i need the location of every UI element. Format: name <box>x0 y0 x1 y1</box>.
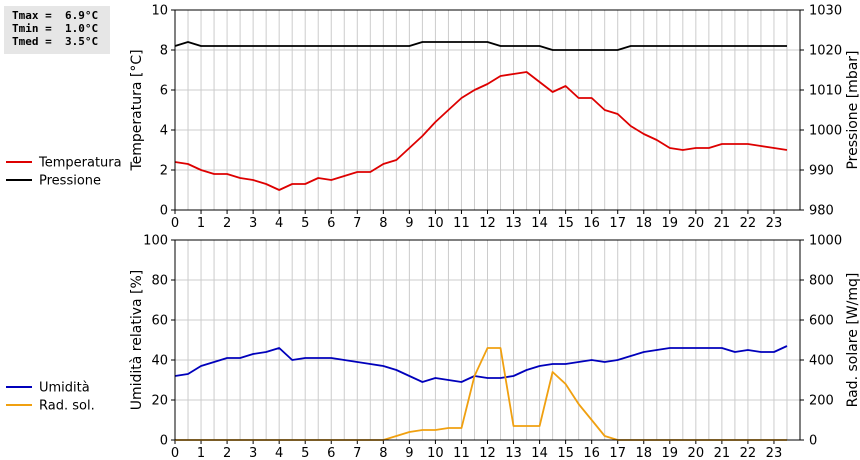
y-tick-label: 0 <box>160 434 168 449</box>
y-tick-label: 10 <box>151 4 168 19</box>
y2-axis-title: Rad. solare [W/mq] <box>845 273 860 408</box>
x-tick-label: 8 <box>379 446 387 460</box>
x-tick-label: 19 <box>662 216 679 231</box>
x-tick-label: 12 <box>479 446 496 460</box>
x-tick-label: 16 <box>583 216 600 231</box>
x-tick-label: 3 <box>249 446 257 460</box>
x-tick-label: 17 <box>609 216 626 231</box>
series-line-temperatura <box>174 71 788 191</box>
tmin-label: Tmin = 1.0°C <box>12 22 99 35</box>
legend-label: Umidità <box>39 381 90 396</box>
y2-tick-label: 800 <box>809 274 834 289</box>
x-tick-label: 15 <box>557 446 574 460</box>
x-tick-label: 14 <box>531 446 548 460</box>
plot-frame <box>174 9 801 211</box>
x-tick-label: 6 <box>327 446 335 460</box>
y-tick-label: 20 <box>151 394 168 409</box>
y2-tick-label: 980 <box>809 204 834 219</box>
x-tick-label: 18 <box>635 216 652 231</box>
y2-tick-label: 1000 <box>809 124 842 139</box>
y-tick-label: 2 <box>160 164 168 179</box>
y-tick-label: 6 <box>160 84 168 99</box>
y-tick-label: 40 <box>151 354 168 369</box>
x-tick-label: 0 <box>171 446 179 460</box>
x-tick-label: 2 <box>223 216 231 231</box>
y-axis-title: Umidità relativa [%] <box>129 270 145 411</box>
x-tick-label: 7 <box>353 446 361 460</box>
x-tick-label: 14 <box>531 216 548 231</box>
x-tick-label: 4 <box>275 446 283 460</box>
x-tick-label: 4 <box>275 216 283 231</box>
y-tick-label: 4 <box>160 124 168 139</box>
legend-label: Pressione <box>39 174 101 189</box>
y2-tick-label: 1010 <box>809 84 842 99</box>
plot-frame <box>174 239 801 441</box>
y2-tick-label: 0 <box>809 434 817 449</box>
x-tick-label: 5 <box>301 446 309 460</box>
y-tick-label: 60 <box>151 314 168 329</box>
y-tick-label: 80 <box>151 274 168 289</box>
x-tick-label: 17 <box>609 446 626 460</box>
tmed-label: Tmed = 3.5°C <box>12 35 99 48</box>
y2-tick-label: 1000 <box>809 234 842 249</box>
chart-panel-2 <box>6 239 804 444</box>
x-tick-label: 23 <box>766 216 783 231</box>
stats-box: Tmax = 6.9°C Tmin = 1.0°C Tmed = 3.5°C <box>4 6 110 54</box>
x-tick-label: 18 <box>635 446 652 460</box>
y2-tick-label: 200 <box>809 394 834 409</box>
x-tick-label: 23 <box>766 446 783 460</box>
x-tick-label: 12 <box>479 216 496 231</box>
y-tick-label: 100 <box>143 234 168 249</box>
x-tick-label: 15 <box>557 216 574 231</box>
y-axis-title: Temperatura [°C] <box>129 49 145 171</box>
x-tick-label: 16 <box>583 446 600 460</box>
x-tick-label: 1 <box>197 446 205 460</box>
tmax-label: Tmax = 6.9°C <box>12 9 99 22</box>
y2-axis-title: Pressione [mbar] <box>845 50 860 169</box>
y2-tick-label: 1030 <box>809 4 842 19</box>
y-tick-label: 8 <box>160 44 168 59</box>
x-tick-label: 10 <box>427 216 444 231</box>
x-tick-label: 11 <box>453 216 470 231</box>
x-tick-label: 9 <box>405 216 413 231</box>
x-tick-label: 10 <box>427 446 444 460</box>
x-tick-label: 11 <box>453 446 470 460</box>
x-tick-label: 13 <box>505 446 522 460</box>
y-tick-label: 0 <box>160 204 168 219</box>
x-tick-label: 22 <box>740 216 757 231</box>
series-line-pressione <box>174 41 787 51</box>
series-line-umidit <box>174 345 788 383</box>
x-tick-label: 19 <box>662 446 679 460</box>
x-tick-label: 0 <box>171 216 179 231</box>
x-tick-label: 21 <box>714 216 731 231</box>
x-tick-label: 8 <box>379 216 387 231</box>
x-tick-label: 3 <box>249 216 257 231</box>
y2-tick-label: 1020 <box>809 44 842 59</box>
y2-tick-label: 600 <box>809 314 834 329</box>
legend-label: Temperatura <box>38 156 122 171</box>
x-tick-label: 1 <box>197 216 205 231</box>
x-tick-label: 20 <box>688 446 705 460</box>
x-tick-label: 6 <box>327 216 335 231</box>
x-tick-label: 13 <box>505 216 522 231</box>
y2-tick-label: 400 <box>809 354 834 369</box>
x-tick-label: 20 <box>688 216 705 231</box>
chart-panel-1 <box>6 9 804 214</box>
x-tick-label: 5 <box>301 216 309 231</box>
x-tick-label: 22 <box>740 446 757 460</box>
y2-tick-label: 990 <box>809 164 834 179</box>
x-tick-label: 9 <box>405 446 413 460</box>
x-tick-label: 7 <box>353 216 361 231</box>
legend-label: Rad. sol. <box>39 399 95 414</box>
x-tick-label: 2 <box>223 446 231 460</box>
series-line-rad-sol <box>175 347 787 441</box>
x-tick-label: 21 <box>714 446 731 460</box>
